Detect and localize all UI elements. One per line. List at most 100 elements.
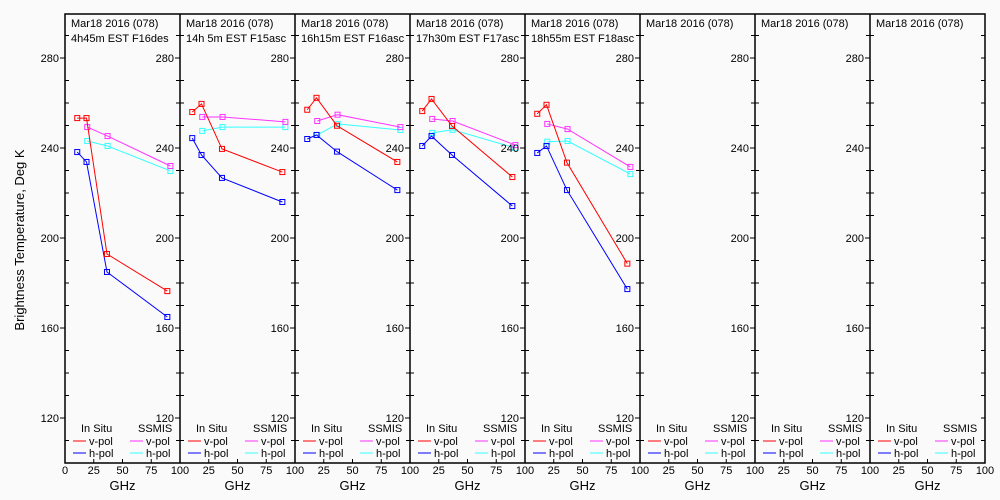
legend-group-ssmis: SSMIS bbox=[828, 423, 862, 435]
legend-label-ssmis-h: h-pol bbox=[261, 448, 285, 460]
legend-label-insitu-h: h-pol bbox=[779, 448, 803, 460]
y-tick-label: 160 bbox=[731, 323, 749, 335]
x-tick-label: 0 bbox=[62, 465, 68, 477]
legend-label-ssmis-h: h-pol bbox=[836, 448, 860, 460]
data-point-insitu-h bbox=[428, 133, 435, 140]
series-line-insitu-v bbox=[77, 117, 168, 292]
x-tick-label: 25 bbox=[548, 465, 560, 477]
panel-title-date: Mar18 2016 (078) bbox=[646, 18, 733, 30]
y-tick-label: 120 bbox=[271, 413, 289, 425]
y-tick-label: 200 bbox=[271, 233, 289, 245]
legend-group-insitu: In Situ bbox=[426, 423, 457, 435]
y-axis-label: Brightness Temperature, Deg K bbox=[12, 149, 27, 330]
x-tick-label: 50 bbox=[461, 465, 473, 477]
data-point-insitu-v bbox=[218, 145, 225, 152]
legend-label-ssmis-v: v-pol bbox=[721, 436, 745, 448]
legend-group-ssmis: SSMIS bbox=[253, 423, 287, 435]
data-point-insitu-v bbox=[624, 260, 631, 267]
data-point-insitu-h bbox=[333, 148, 340, 155]
y-tick-label: 120 bbox=[846, 413, 864, 425]
legend-label-ssmis-h: h-pol bbox=[376, 448, 400, 460]
x-tick-label: 100 bbox=[861, 465, 879, 477]
data-point-insitu-v bbox=[509, 174, 516, 181]
series-line-ssmis-v bbox=[87, 126, 171, 167]
panel-title-date: Mar18 2016 (078) bbox=[416, 18, 503, 30]
series-line-insitu-h bbox=[421, 135, 513, 207]
data-point-ssmis-v bbox=[544, 120, 551, 127]
legend-label-insitu-h: h-pol bbox=[549, 448, 573, 460]
legend-label-insitu-h: h-pol bbox=[894, 448, 918, 460]
legend-label-insitu-h: h-pol bbox=[89, 448, 113, 460]
x-tick-label: 25 bbox=[318, 465, 330, 477]
y-tick-label: 280 bbox=[271, 53, 289, 65]
x-tick-label: 25 bbox=[88, 465, 100, 477]
x-tick-label: 100 bbox=[976, 465, 994, 477]
legend-label-ssmis-h: h-pol bbox=[951, 448, 975, 460]
y-tick-label: 120 bbox=[731, 413, 749, 425]
legend-label-insitu-h: h-pol bbox=[664, 448, 688, 460]
series-line-insitu-h bbox=[191, 137, 283, 203]
legend-group-insitu: In Situ bbox=[771, 423, 802, 435]
x-tick-label: 50 bbox=[576, 465, 588, 477]
data-point-insitu-v bbox=[313, 94, 320, 101]
data-point-insitu-h bbox=[198, 151, 205, 158]
legend-group-insitu: In Situ bbox=[81, 423, 112, 435]
legend-label-ssmis-h: h-pol bbox=[606, 448, 630, 460]
data-point-insitu-v bbox=[448, 122, 455, 129]
data-point-insitu-h bbox=[304, 136, 311, 142]
data-point-insitu-h bbox=[543, 142, 550, 149]
data-point-ssmis-h bbox=[449, 126, 456, 133]
legend-label-ssmis-v: v-pol bbox=[146, 436, 170, 448]
series-line-insitu-h bbox=[536, 145, 628, 290]
series-line-ssmis-v bbox=[202, 116, 286, 123]
legend-label-insitu-v: v-pol bbox=[894, 436, 918, 448]
x-tick-label: 100 bbox=[171, 465, 189, 477]
data-point-ssmis-v bbox=[314, 118, 321, 124]
y-tick-label: 240 bbox=[731, 143, 749, 155]
legend-group-insitu: In Situ bbox=[656, 423, 687, 435]
legend-label-insitu-v: v-pol bbox=[549, 436, 573, 448]
x-tick-label: 75 bbox=[260, 465, 272, 477]
data-point-insitu-h bbox=[164, 313, 171, 320]
y-tick-label: 160 bbox=[501, 323, 519, 335]
data-point-insitu-h bbox=[189, 135, 196, 142]
panel-title-date: Mar18 2016 (078) bbox=[301, 18, 388, 30]
series-line-ssmis-v bbox=[432, 118, 516, 146]
panel-title-date: Mar18 2016 (078) bbox=[761, 18, 848, 30]
series-line-ssmis-h bbox=[547, 140, 631, 175]
y-tick-label: 280 bbox=[41, 53, 59, 65]
data-point-insitu-h bbox=[563, 187, 570, 194]
y-tick-label: 120 bbox=[386, 413, 404, 425]
data-point-insitu-h bbox=[279, 199, 286, 205]
y-tick-label: 240 bbox=[616, 143, 634, 155]
legend-group-insitu: In Situ bbox=[886, 423, 917, 435]
data-point-insitu-v bbox=[543, 101, 550, 108]
data-point-insitu-h bbox=[218, 174, 225, 181]
x-tick-label: 75 bbox=[720, 465, 732, 477]
panel-title-date: Mar18 2016 (078) bbox=[186, 18, 273, 30]
series-line-ssmis-v bbox=[317, 114, 401, 128]
x-tick-label: 100 bbox=[631, 465, 649, 477]
x-tick-label: 50 bbox=[806, 465, 818, 477]
data-point-ssmis-v bbox=[167, 163, 174, 169]
x-tick-label: 25 bbox=[203, 465, 215, 477]
x-tick-label: 100 bbox=[401, 465, 419, 477]
data-point-insitu-v bbox=[419, 108, 426, 115]
x-tick-label: 100 bbox=[746, 465, 764, 477]
series-line-ssmis-h bbox=[432, 129, 516, 149]
panel-title-time: 16h15m EST F16asc bbox=[301, 33, 405, 45]
data-point-ssmis-v bbox=[104, 133, 111, 140]
y-tick-label: 200 bbox=[846, 233, 864, 245]
x-tick-label: 50 bbox=[921, 465, 933, 477]
x-axis-label: GHz bbox=[225, 478, 251, 493]
y-tick-label: 200 bbox=[386, 233, 404, 245]
legend-label-ssmis-v: v-pol bbox=[261, 436, 285, 448]
legend-label-insitu-h: h-pol bbox=[319, 448, 343, 460]
y-tick-label: 200 bbox=[156, 233, 174, 245]
x-tick-label: 25 bbox=[778, 465, 790, 477]
x-axis-label: GHz bbox=[570, 478, 596, 493]
y-tick-label: 160 bbox=[616, 323, 634, 335]
data-point-insitu-h bbox=[448, 151, 455, 158]
y-tick-label: 280 bbox=[501, 53, 519, 65]
